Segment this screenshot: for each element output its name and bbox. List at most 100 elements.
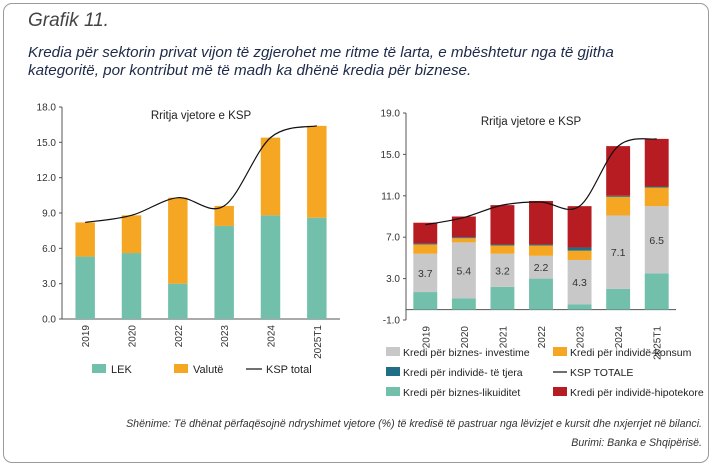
legend-individ-tjera-label: Kredi për individë- të tjera bbox=[403, 367, 523, 379]
bar-segment bbox=[567, 259, 592, 305]
bar-segment bbox=[567, 304, 592, 310]
bar-segment bbox=[413, 243, 438, 245]
bar-segment bbox=[490, 253, 515, 287]
data-label: 6.5 bbox=[649, 235, 664, 247]
chart-title-2: Rritja vjetore e KSP bbox=[481, 116, 582, 128]
bar-segment bbox=[529, 255, 553, 279]
x-tick-label: 2019 bbox=[81, 325, 92, 348]
bar-segment bbox=[307, 125, 327, 218]
y-tick-label: 18.0 bbox=[37, 103, 57, 114]
x-tick-label: 2025T1 bbox=[313, 325, 324, 359]
legend-swatch-lek bbox=[92, 364, 106, 373]
bar-segment bbox=[168, 197, 188, 284]
bar-segment bbox=[567, 206, 592, 248]
x-tick-label: 2023 bbox=[220, 325, 231, 348]
bar-segment bbox=[413, 244, 438, 254]
bar-segment bbox=[567, 247, 592, 251]
y-tick-label: 6.0 bbox=[42, 244, 56, 255]
bar-segment bbox=[121, 215, 142, 254]
bar-segment bbox=[413, 222, 438, 244]
y-tick-label: 9.0 bbox=[42, 209, 56, 220]
bar-segment bbox=[451, 237, 476, 239]
bar-segment bbox=[529, 278, 553, 310]
legend-biznes-investime-label: Kredi për biznes- investime bbox=[403, 347, 530, 359]
legend-biznes-likuiditet-label: Kredi për biznes-likuiditet bbox=[403, 387, 520, 399]
bar-segment bbox=[490, 244, 515, 246]
legend-biznes-likuiditet-swatch bbox=[386, 387, 400, 396]
figure-label: Grafik 11. bbox=[28, 10, 109, 31]
y-tick-label: 7.0 bbox=[386, 233, 400, 244]
chart-frame bbox=[3, 3, 709, 463]
y-tick-label: -1.0 bbox=[383, 316, 401, 327]
bar-segment bbox=[490, 205, 515, 245]
bar-segment bbox=[490, 286, 515, 310]
bar-segment bbox=[413, 253, 438, 293]
bar-segment bbox=[606, 196, 631, 216]
legend-swatch-valute bbox=[174, 364, 188, 373]
bar-segment bbox=[307, 217, 327, 319]
legend-individ-konsum-label: Kredi për individë-konsum bbox=[570, 347, 692, 359]
x-tick-label: 2022 bbox=[174, 325, 185, 348]
bar-segment bbox=[121, 253, 142, 319]
legend-individ-konsum-swatch bbox=[553, 347, 567, 356]
x-tick-label: 2025T1 bbox=[653, 326, 664, 360]
bar-segment bbox=[260, 137, 281, 216]
bar-segment bbox=[451, 238, 476, 243]
legend-ksp-totale-label: KSP TOTALE bbox=[570, 367, 633, 379]
legend-individ-hipoteke-swatch bbox=[553, 387, 567, 396]
x-tick-label: 2022 bbox=[537, 326, 548, 349]
y-tick-label: 3.0 bbox=[386, 274, 400, 285]
data-label: 3.2 bbox=[495, 265, 510, 277]
y-tick-label: 3.0 bbox=[42, 279, 56, 290]
bar-segment bbox=[490, 245, 515, 254]
legend-label-lek: LEK bbox=[111, 364, 132, 376]
total-line-1 bbox=[85, 125, 317, 224]
legend-individ-tjera-swatch bbox=[386, 367, 400, 376]
bar-segment bbox=[644, 206, 669, 274]
total-line-2 bbox=[425, 138, 657, 226]
x-tick-label: 2024 bbox=[614, 326, 625, 349]
source-note: Burimi: Banka e Shqipërisë. bbox=[571, 437, 702, 449]
x-tick-label: 2020 bbox=[128, 325, 139, 348]
bar-segment bbox=[413, 292, 438, 310]
bar-segment bbox=[606, 146, 631, 196]
legend-label-valute: Valutë bbox=[193, 364, 223, 376]
bar-segment bbox=[214, 205, 234, 226]
bar-segment bbox=[644, 273, 669, 310]
bar-segment bbox=[214, 225, 234, 319]
data-label: 3.7 bbox=[418, 268, 433, 280]
y-tick-label: 15.0 bbox=[381, 150, 401, 161]
x-tick-label: 2021 bbox=[498, 326, 509, 349]
data-label: 5.4 bbox=[457, 265, 472, 277]
y-tick-label: 12.0 bbox=[37, 173, 57, 184]
bar-segment bbox=[529, 245, 553, 256]
bar-segment bbox=[260, 215, 281, 319]
bar-segment bbox=[168, 283, 188, 319]
bar-segment bbox=[567, 250, 592, 260]
bar-segment bbox=[75, 256, 95, 319]
x-tick-label: 2020 bbox=[460, 326, 471, 349]
bar-segment bbox=[606, 195, 631, 197]
chart-title-1: Rritja vjetore e KSP bbox=[151, 110, 252, 122]
y-tick-label: 15.0 bbox=[37, 138, 57, 149]
legend-individ-hipoteke-label: Kredi për individë-hipotekore bbox=[570, 387, 704, 399]
data-label: 7.1 bbox=[611, 247, 626, 259]
x-tick-label: 2019 bbox=[421, 326, 432, 349]
bar-segment bbox=[606, 215, 631, 289]
figure-title: Kredia për sektorin privat vijon të zgje… bbox=[28, 44, 614, 79]
x-tick-label: 2023 bbox=[576, 326, 587, 349]
bar-segment bbox=[451, 298, 476, 310]
data-label: 2.2 bbox=[534, 262, 549, 274]
x-tick-label: 2024 bbox=[267, 325, 278, 348]
y-tick-label: 19.0 bbox=[381, 109, 401, 120]
bar-segment bbox=[529, 200, 553, 245]
bar-segment bbox=[529, 244, 553, 246]
legend-label-ksp-total: KSP total bbox=[266, 364, 312, 376]
bar-segment bbox=[75, 222, 95, 257]
bar-segment bbox=[644, 138, 669, 187]
bar-segment bbox=[451, 216, 476, 238]
bar-segment bbox=[644, 186, 669, 188]
y-tick-label: 11.0 bbox=[381, 191, 400, 202]
bar-segment bbox=[644, 187, 669, 207]
